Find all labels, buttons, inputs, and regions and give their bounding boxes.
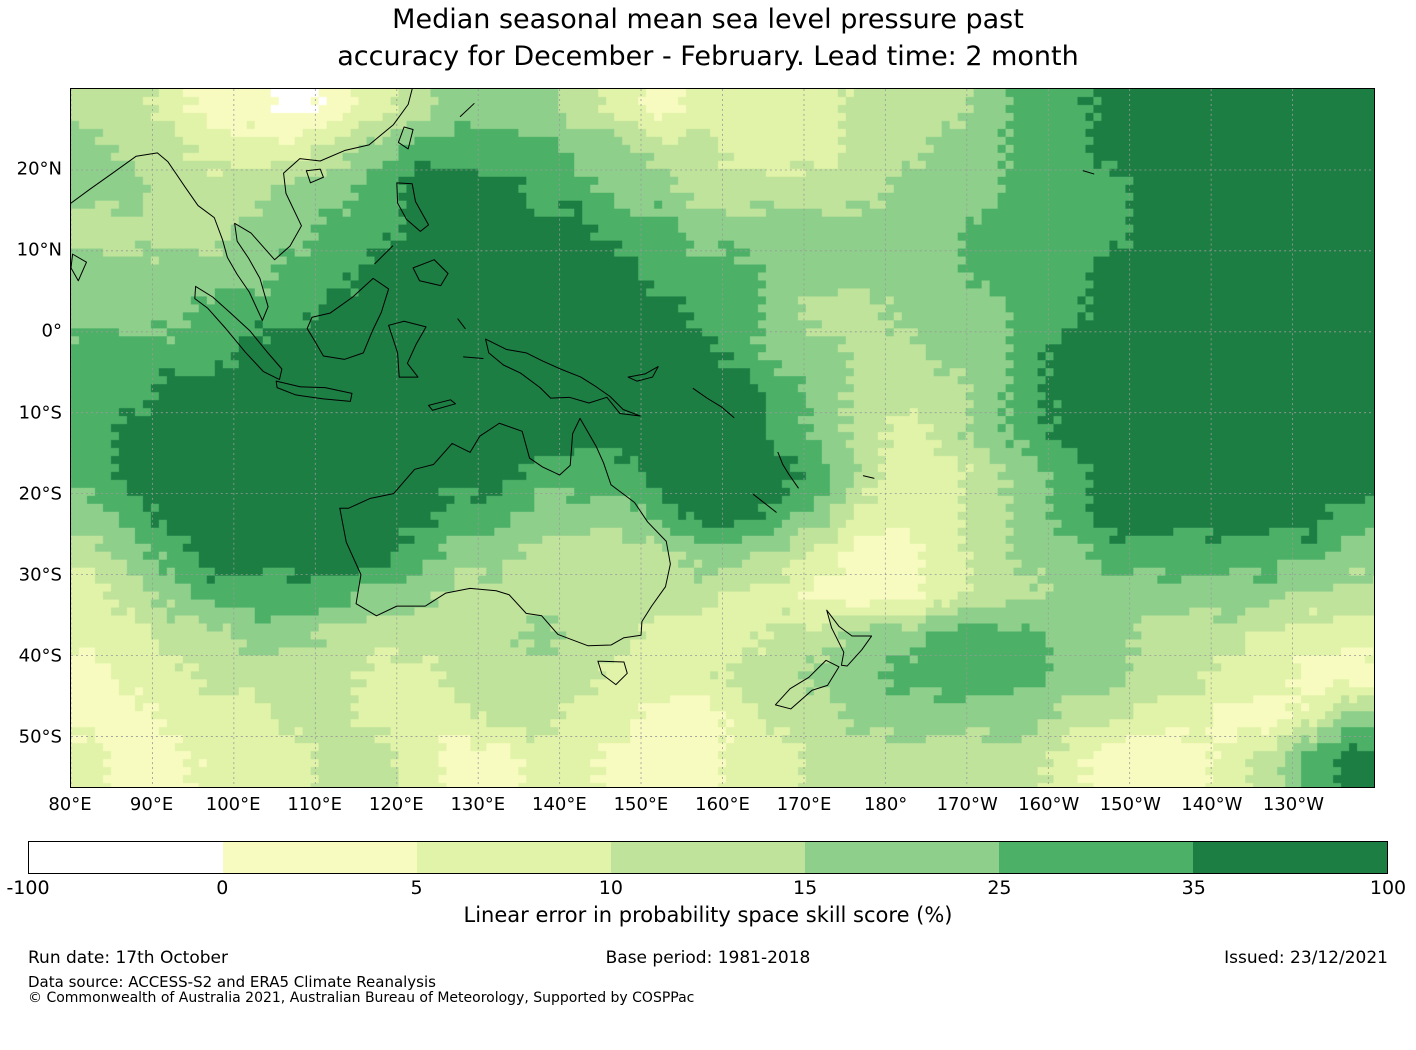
x-tick-label: 80°E [48, 794, 92, 815]
coastline-borneo [306, 277, 390, 360]
x-tick-label: 120°E [368, 794, 424, 815]
colorbar-segment [223, 842, 417, 873]
y-tick-label: 50°S [18, 726, 62, 748]
y-tick-label: 20°S [18, 483, 62, 505]
x-tick-label: 170°E [776, 794, 832, 815]
x-tick-label: 150°W [1099, 794, 1161, 815]
coastline-ryukyu [459, 103, 475, 118]
colorbar-label: Linear error in probability space skill … [463, 903, 953, 927]
x-tick-label: 130°W [1262, 794, 1325, 815]
coastline-vanuatu [777, 451, 799, 489]
coastline-luzon [396, 182, 430, 232]
colorbar-tick-label: 10 [598, 877, 623, 899]
y-tick-label: 20°N [16, 158, 62, 180]
coastline-australia [339, 417, 671, 647]
coastline-solomons [692, 387, 735, 419]
coastline-java [275, 380, 353, 402]
coastline-new-guinea [485, 338, 641, 417]
coastline-mindanao [412, 259, 449, 287]
colorbar-segment [611, 842, 805, 873]
issued-date-text: Issued: 23/12/2021 [1224, 948, 1388, 968]
colorbar-tick-label: 5 [410, 877, 423, 899]
copyright-text: © Commonwealth of Australia 2021, Austra… [28, 990, 695, 1006]
coastline-sumatra [194, 285, 283, 381]
x-tick-label: 140°W [1181, 794, 1243, 815]
colorbar-tick-label: 100 [1369, 877, 1407, 899]
map-plot [70, 88, 1375, 788]
coastline-timor [428, 399, 456, 411]
x-tick-label: 170°W [936, 794, 998, 815]
coastline-nz-south-island [774, 659, 840, 710]
x-tick-label: 140°E [532, 794, 587, 815]
coastline-sri-lanka [71, 253, 87, 282]
colorbar-tick-label: 35 [1181, 877, 1206, 899]
x-tick-label: 110°E [287, 794, 343, 815]
coastline-hainan [305, 168, 324, 184]
x-tick-label: 90°E [129, 794, 174, 815]
y-axis-ticks: 20°N 10°N 0° 10°S 20°S 30°S 40°S 50°S [0, 88, 62, 788]
colorbar-segment [805, 842, 999, 873]
y-tick-label: 0° [41, 320, 62, 342]
colorbar-tick-label: -100 [6, 877, 50, 899]
coastline-tasmania [597, 660, 628, 686]
chart-title-line2: accuracy for December - February. Lead t… [337, 41, 1079, 72]
colorbar-tick-label: 0 [216, 877, 229, 899]
colorbar-segments [29, 842, 1387, 873]
x-tick-label: 150°E [613, 794, 669, 815]
chart-title-line1: Median seasonal mean sea level pressure … [392, 4, 1024, 35]
x-tick-label: 160°E [695, 794, 750, 815]
coastline-new-britain [627, 366, 659, 382]
chart-title: Median seasonal mean sea level pressure … [0, 1, 1416, 75]
colorbar-tick-label: 25 [987, 877, 1012, 899]
y-tick-label: 10°N [16, 239, 62, 261]
y-tick-label: 10°S [18, 402, 62, 424]
coastline-palawan [374, 245, 394, 265]
colorbar-segment [999, 842, 1193, 873]
x-tick-label: 180° [863, 794, 908, 815]
coastline-asia-mainland [71, 89, 413, 321]
y-tick-label: 40°S [18, 645, 62, 667]
coastline-hawaii [1082, 170, 1095, 175]
x-tick-label: 130°E [450, 794, 506, 815]
colorbar-segment [417, 842, 611, 873]
colorbar-segment [29, 842, 223, 873]
run-date-text: Run date: 17th October [28, 948, 228, 968]
colorbar-segment [1193, 842, 1387, 873]
colorbar [28, 841, 1388, 874]
x-axis-ticks: 80°E 90°E 100°E 110°E 120°E 130°E 140°E 150°E 16… [48, 794, 1375, 820]
data-source-text: Data source: ACCESS-S2 and ERA5 Climate … [28, 973, 436, 991]
x-tick-label: 100°E [205, 794, 261, 815]
coastline-nz-north-island [826, 609, 873, 667]
x-tick-label: 160°W [1018, 794, 1080, 815]
coastline-seram [462, 356, 484, 360]
coastline-new-caledonia [752, 493, 777, 513]
coastline-fiji [862, 475, 875, 479]
base-period-text: Base period: 1981-2018 [605, 948, 811, 968]
colorbar-tick-label: 15 [793, 877, 818, 899]
y-tick-label: 30°S [18, 564, 62, 586]
coastline-halmahera [457, 318, 466, 330]
colorbar-tick-labels: -100 0 5 10 15 25 35 100 [6, 877, 1406, 903]
map-overlay [71, 89, 1374, 787]
coastline-sulawesi [388, 320, 427, 378]
coastline-taiwan [397, 126, 414, 150]
